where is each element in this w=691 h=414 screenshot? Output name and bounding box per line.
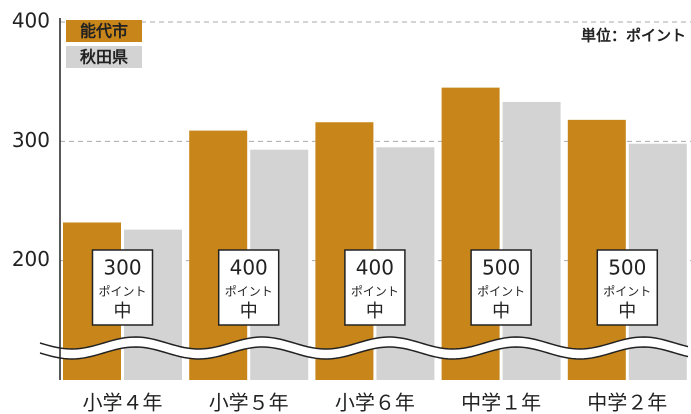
unit-label: 単位：ポイント xyxy=(581,27,686,45)
annotation-value: 500 xyxy=(482,256,520,280)
axis-break-fill xyxy=(40,337,691,359)
axis-break-line xyxy=(39,346,689,360)
annotation-value: 300 xyxy=(103,256,141,280)
x-tick-label: 中学１年 xyxy=(461,391,541,414)
x-tick-label: 中学２年 xyxy=(587,391,667,414)
x-tick-label: 小学５年 xyxy=(209,391,289,414)
y-tick-label: 200 xyxy=(12,247,50,271)
legend-label: 秋田県 xyxy=(80,48,128,67)
annotation-suffix: 中 xyxy=(366,301,384,322)
axis-break-line xyxy=(39,336,689,350)
annotation-suffix: 中 xyxy=(240,301,258,322)
annotation-box xyxy=(470,249,532,326)
y-tick-label: 300 xyxy=(12,128,50,152)
annotation-value: 400 xyxy=(356,256,394,280)
annotation-box xyxy=(217,249,280,326)
annotation-value: 400 xyxy=(230,256,268,280)
annotation-box xyxy=(596,249,659,326)
annotation-box xyxy=(91,249,154,326)
annotation-unit: ポイント xyxy=(98,285,146,299)
legend-swatch xyxy=(66,46,142,68)
legend-swatch xyxy=(66,20,142,42)
y-tick-label: 400 xyxy=(12,9,50,33)
annotation-box xyxy=(344,249,406,326)
annotation-unit: ポイント xyxy=(351,285,399,299)
annotation-unit: ポイント xyxy=(225,285,273,299)
annotation-unit: ポイント xyxy=(603,285,651,299)
legend-label: 能代市 xyxy=(80,22,128,41)
annotation-suffix: 中 xyxy=(114,301,132,322)
x-tick-label: 小学６年 xyxy=(335,391,415,414)
bar xyxy=(441,87,500,380)
annotation-value: 500 xyxy=(608,256,646,280)
annotation-unit: ポイント xyxy=(477,285,525,299)
annotation-suffix: 中 xyxy=(492,301,510,322)
annotation-suffix: 中 xyxy=(618,301,636,322)
x-tick-label: 小学４年 xyxy=(83,391,163,414)
bar xyxy=(502,101,561,380)
